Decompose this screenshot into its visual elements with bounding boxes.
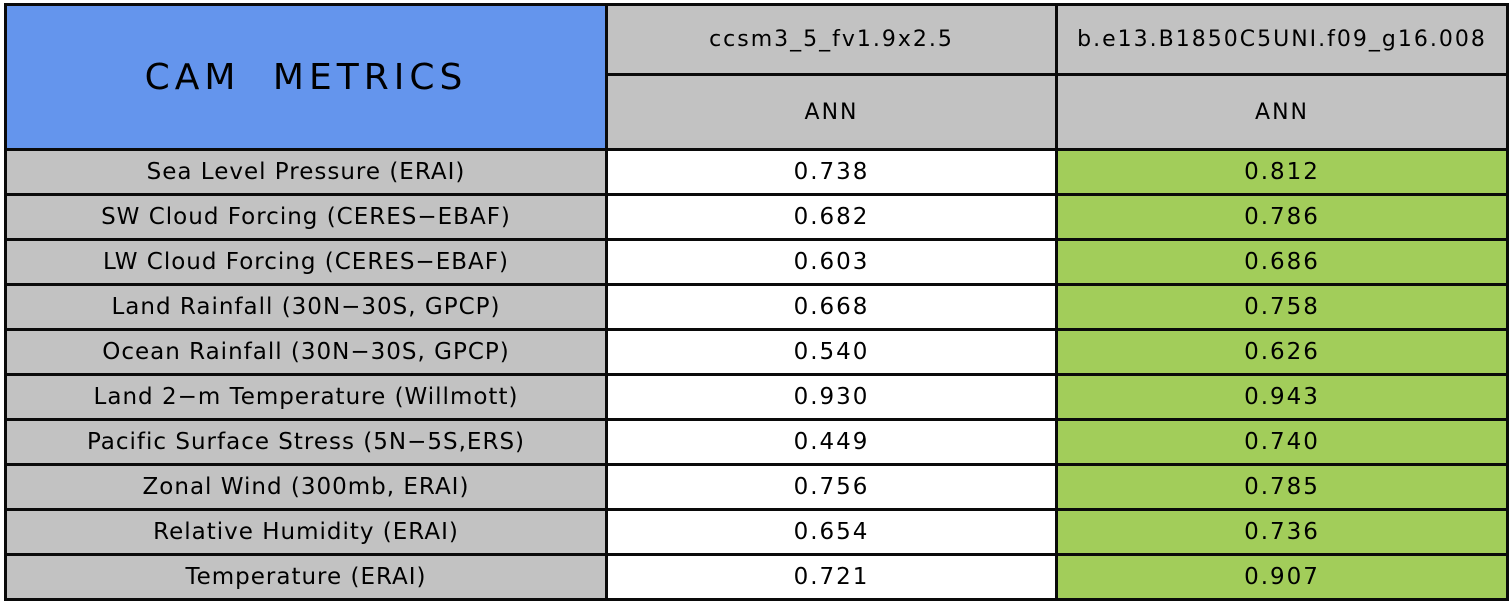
value-ccsm3: 0.930	[605, 373, 1058, 421]
table-row: Land Rainfall (30N−30S, GPCP) 0.668 0.75…	[4, 283, 1509, 331]
value-ccsm3: 0.668	[605, 283, 1058, 331]
value-ccsm3: 0.738	[605, 148, 1058, 196]
value-be13: 0.943	[1055, 373, 1509, 421]
table-row: Land 2−m Temperature (Willmott) 0.930 0.…	[4, 373, 1509, 421]
value-ccsm3: 0.654	[605, 508, 1058, 556]
metric-label: LW Cloud Forcing (CERES−EBAF)	[4, 238, 608, 286]
table-row: LW Cloud Forcing (CERES−EBAF) 0.603 0.68…	[4, 238, 1509, 286]
value-ccsm3: 0.540	[605, 328, 1058, 376]
value-be13: 0.786	[1055, 193, 1509, 241]
header-row-seasons: ANN ANN	[6, 73, 1509, 151]
value-be13: 0.626	[1055, 328, 1509, 376]
table-row: Ocean Rainfall (30N−30S, GPCP) 0.540 0.6…	[4, 328, 1509, 376]
value-ccsm3: 0.682	[605, 193, 1058, 241]
value-ccsm3: 0.603	[605, 238, 1058, 286]
metric-label: Land 2−m Temperature (Willmott)	[4, 373, 608, 421]
value-be13: 0.740	[1055, 418, 1509, 466]
table-row: Relative Humidity (ERAI) 0.654 0.736	[4, 508, 1509, 556]
table-row: Temperature (ERAI) 0.721 0.907	[4, 553, 1509, 601]
value-be13: 0.736	[1055, 508, 1509, 556]
table-row: Sea Level Pressure (ERAI) 0.738 0.812	[4, 148, 1509, 196]
column-header-model-1: b.e13.B1850C5UNI.f09_g16.008	[1055, 3, 1509, 76]
column-header-model-0: ccsm3_5_fv1.9x2.5	[605, 3, 1058, 76]
value-be13: 0.812	[1055, 148, 1509, 196]
metric-label: Zonal Wind (300mb, ERAI)	[4, 463, 608, 511]
column-subheader-season-1: ANN	[1055, 73, 1509, 151]
table-title: CAM METRICS	[4, 3, 608, 151]
table-row: Zonal Wind (300mb, ERAI) 0.756 0.785	[4, 463, 1509, 511]
cam-metrics-table: CAM METRICS ccsm3_5_fv1.9x2.5 b.e13.B185…	[4, 3, 1509, 601]
metric-label: Pacific Surface Stress (5N−5S,ERS)	[4, 418, 608, 466]
column-subheader-season-0: ANN	[605, 73, 1058, 151]
table-row: Pacific Surface Stress (5N−5S,ERS) 0.449…	[4, 418, 1509, 466]
value-ccsm3: 0.721	[605, 553, 1058, 601]
metric-label: Ocean Rainfall (30N−30S, GPCP)	[4, 328, 608, 376]
table-row: SW Cloud Forcing (CERES−EBAF) 0.682 0.78…	[4, 193, 1509, 241]
header-row-models: CAM METRICS ccsm3_5_fv1.9x2.5 b.e13.B185…	[4, 3, 1509, 151]
value-ccsm3: 0.756	[605, 463, 1058, 511]
metric-label: Land Rainfall (30N−30S, GPCP)	[4, 283, 608, 331]
metric-label: Temperature (ERAI)	[4, 553, 608, 601]
value-be13: 0.785	[1055, 463, 1509, 511]
metric-label: Sea Level Pressure (ERAI)	[4, 148, 608, 196]
metric-label: Relative Humidity (ERAI)	[4, 508, 608, 556]
value-ccsm3: 0.449	[605, 418, 1058, 466]
value-be13: 0.907	[1055, 553, 1509, 601]
metric-label: SW Cloud Forcing (CERES−EBAF)	[4, 193, 608, 241]
value-be13: 0.758	[1055, 283, 1509, 331]
value-be13: 0.686	[1055, 238, 1509, 286]
